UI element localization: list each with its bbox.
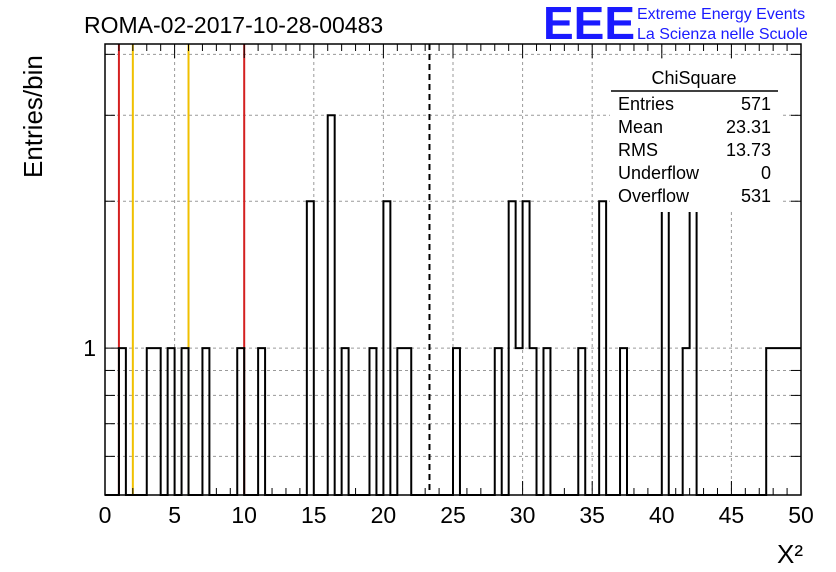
y-axis-label: Entries/bin: [18, 55, 48, 178]
x-tick-label: 5: [168, 502, 181, 528]
y-tick-labels: 1: [83, 335, 96, 361]
stats-row-value: 0: [761, 163, 771, 183]
x-tick-label: 35: [579, 502, 605, 528]
stats-row-label: RMS: [618, 140, 658, 160]
x-tick-label: 15: [301, 502, 327, 528]
y-tick-label: 1: [83, 335, 96, 361]
x-tick-label: 10: [231, 502, 257, 528]
plot-frame: [104, 43, 802, 496]
stats-row-label: Entries: [618, 94, 674, 114]
stats-box: ChiSquare Entries 571 Mean 23.31 RMS 13.73 Und…: [610, 62, 780, 212]
x-tick-labels: 0 5 10 15 20 25 30 35 40 45 50: [99, 502, 814, 528]
stats-rows: Entries 571 Mean 23.31 RMS 13.73 Underflow 0 Ove…: [618, 94, 771, 206]
stats-row-value: 13.73: [726, 140, 771, 160]
x-tick-label: 50: [788, 502, 814, 528]
x-tick-label: 0: [99, 502, 112, 528]
x-tick-label: 45: [719, 502, 745, 528]
stats-row-value: 23.31: [726, 117, 771, 137]
stats-box-background: [610, 62, 780, 212]
eee-logo: EEE Extreme Energy Events La Scienza nel…: [543, 0, 808, 49]
stats-row-label: Mean: [618, 117, 663, 137]
logo-mark: EEE: [543, 0, 635, 49]
stats-row-label: Underflow: [618, 163, 700, 183]
stats-row-value: 571: [741, 94, 771, 114]
stats-title: ChiSquare: [651, 68, 736, 88]
stats-row-value: 531: [741, 186, 771, 206]
stats-row-label: Overflow: [618, 186, 690, 206]
x-tick-label: 40: [649, 502, 675, 528]
x-tick-label: 30: [510, 502, 536, 528]
x-tick-label: 20: [371, 502, 397, 528]
logo-line-2: La Scienza nelle Scuole: [637, 26, 808, 43]
x-tick-label: 25: [440, 502, 466, 528]
x-axis-label: X²: [777, 539, 803, 569]
logo-line-1: Extreme Energy Events: [637, 6, 805, 23]
chart-title: ROMA-02-2017-10-28-00483: [84, 12, 383, 38]
